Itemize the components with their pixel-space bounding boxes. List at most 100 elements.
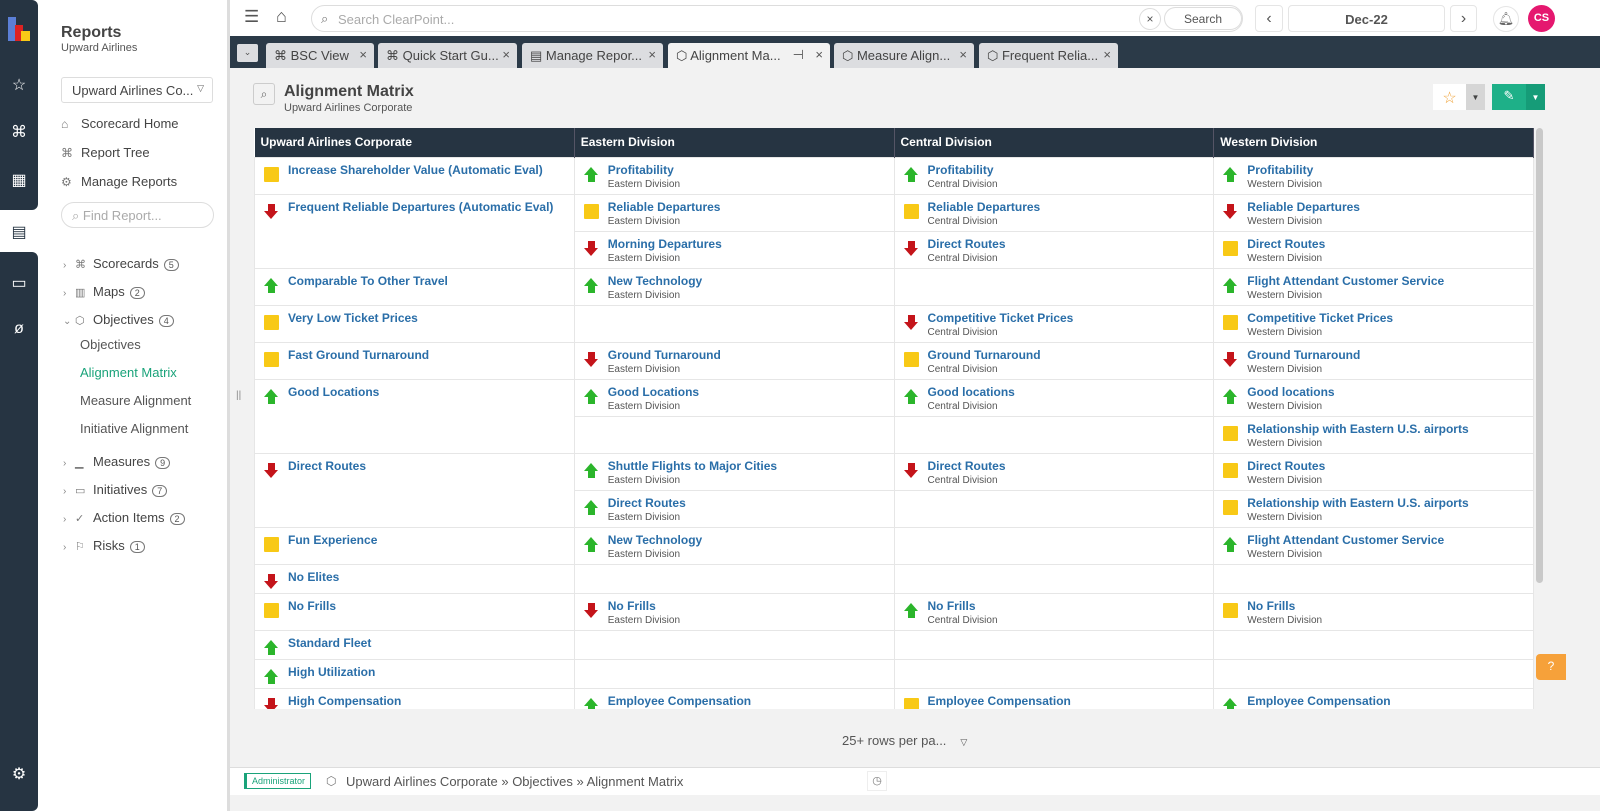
table-icon[interactable]: ▤ [11,224,27,241]
close-icon[interactable]: × [359,47,367,62]
element-link[interactable]: Direct Routes [1247,458,1326,473]
element-link[interactable]: No Frills [1247,598,1296,613]
find-report-input[interactable]: ⌕ Find Report... [61,202,214,228]
element-link[interactable]: Standard Fleet [288,635,372,650]
element-link[interactable]: Employee Compensation [1247,693,1391,708]
tree-maps[interactable]: › ▥ Maps 2 [63,284,145,299]
favorite-button[interactable]: ☆ [1433,84,1466,110]
history-icon[interactable]: ◷ [867,771,887,791]
element-link[interactable]: High Utilization [288,664,376,679]
element-link[interactable]: Good locations [927,384,1015,399]
scorecard-select[interactable]: Upward Airlines Co... ▽ [61,77,213,103]
period-selector[interactable]: Dec-22 [1288,5,1445,32]
nav-scorecard-home[interactable]: ⌂ Scorecard Home [61,116,179,131]
archive-icon[interactable]: ▭ [11,275,27,292]
tree-scorecards[interactable]: › ⌘ Scorecards 5 [63,256,179,271]
element-link[interactable]: Fast Ground Turnaround [288,347,430,362]
close-icon[interactable]: × [959,47,967,62]
element-link[interactable]: Comparable To Other Travel [288,273,448,288]
tree-action-items[interactable]: › ✓ Action Items 2 [63,510,185,525]
element-link[interactable]: Relationship with Eastern U.S. airports [1247,495,1469,510]
clearpoint-logo[interactable] [8,15,32,45]
element-link[interactable]: Employee Compensation [607,693,752,708]
tab-quick-start[interactable]: ⌘ Quick Start Gu... × [378,43,517,68]
gear-icon[interactable]: ⚙ [11,766,27,783]
element-link[interactable]: Frequent Reliable Departures (Automatic … [288,199,554,214]
nav-report-tree[interactable]: ⌘ Report Tree [61,145,150,160]
close-icon[interactable]: × [815,47,823,62]
tab-manage-reports[interactable]: ▤ Manage Repor... × [522,43,663,68]
boxes-icon[interactable]: ▦ [11,172,27,189]
breadcrumb[interactable]: Upward Airlines Corporate » Objectives »… [346,774,684,789]
prev-period-button[interactable]: ‹ [1255,5,1283,32]
element-link[interactable]: Profitability [927,162,994,177]
element-link[interactable]: Reliable Departures [607,199,721,214]
element-link[interactable]: Employee Compensation [927,693,1071,708]
element-link[interactable]: Reliable Departures [927,199,1041,214]
element-link[interactable]: Competitive Ticket Prices [927,310,1074,325]
element-link[interactable]: Good Locations [288,384,380,399]
element-link[interactable]: New Technology [607,273,703,288]
tree-risks[interactable]: › ⚐ Risks 1 [63,538,145,553]
tab-measure-alignment[interactable]: ⬡ Measure Align... × [834,43,974,68]
report-objectives[interactable]: Objectives [80,337,141,352]
tab-alignment-matrix[interactable]: ⬡ Alignment Ma... ⊣ × [668,43,830,68]
element-link[interactable]: Direct Routes [1247,236,1326,251]
edit-dropdown[interactable]: ▼ [1526,84,1545,110]
element-link[interactable]: Shuttle Flights to Major Cities [607,458,778,473]
tab-frequent-reliable[interactable]: ⬡ Frequent Relia... × [979,43,1118,68]
page-search-button[interactable]: ⌕ [253,83,275,105]
element-link[interactable]: New Technology [607,532,703,547]
element-link[interactable]: Ground Turnaround [607,347,721,362]
element-link[interactable]: Increase Shareholder Value (Automatic Ev… [288,162,543,177]
element-link[interactable]: Good Locations [607,384,700,399]
bell-icon[interactable]: 🔔︎ [1493,6,1519,32]
help-button[interactable]: ? [1536,654,1566,680]
menu-icon[interactable]: ☰ [244,7,260,26]
element-link[interactable]: Profitability [607,162,674,177]
tree-initiatives[interactable]: › ▭ Initiatives 7 [63,482,168,497]
search-input[interactable]: ⌕ Search ClearPoint... [311,5,1243,32]
scorecard-tree-icon[interactable]: ⌘ [11,124,27,141]
tabs-dropdown-button[interactable]: ⌄ [237,44,258,62]
close-icon[interactable]: × [648,47,656,62]
integration-icon[interactable]: ø [14,320,24,337]
table-scrollbar[interactable] [1536,128,1543,583]
element-link[interactable]: No Frills [607,598,656,613]
clear-search-button[interactable]: × [1139,8,1161,30]
element-link[interactable]: Direct Routes [927,236,1006,251]
element-link[interactable]: Very Low Ticket Prices [288,310,418,325]
element-link[interactable]: Reliable Departures [1247,199,1360,214]
favorite-dropdown[interactable]: ▼ [1466,84,1485,110]
edit-button[interactable]: ✎ [1492,84,1526,110]
report-measure-alignment[interactable]: Measure Alignment [80,393,192,408]
element-link[interactable]: Good locations [1247,384,1335,399]
element-link[interactable]: Flight Attendant Customer Service [1247,532,1445,547]
tab-bsc-view[interactable]: ⌘ BSC View × [266,43,374,68]
element-link[interactable]: Ground Turnaround [1247,347,1361,362]
element-link[interactable]: Ground Turnaround [927,347,1041,362]
element-link[interactable]: Relationship with Eastern U.S. airports [1247,421,1469,436]
tree-objectives[interactable]: ⌄ ⬡ Objectives 4 [63,312,174,327]
nav-manage-reports[interactable]: ⚙ Manage Reports [61,174,177,189]
avatar[interactable]: CS [1528,5,1555,32]
element-link[interactable]: Direct Routes [927,458,1006,473]
element-link[interactable]: Fun Experience [288,532,378,547]
element-link[interactable]: Direct Routes [607,495,686,510]
close-icon[interactable]: × [502,47,510,62]
element-link[interactable]: No Frills [288,598,337,613]
element-link[interactable]: No Elites [288,569,340,584]
report-initiative-alignment[interactable]: Initiative Alignment [80,421,189,436]
rows-per-page-select[interactable]: 25+ rows per pa... ▽ [842,733,967,748]
element-link[interactable]: Profitability [1247,162,1314,177]
pin-icon[interactable]: ⊣ [792,47,804,62]
element-link[interactable]: Direct Routes [288,458,367,473]
next-period-button[interactable]: › [1450,5,1477,32]
element-link[interactable]: High Compensation [288,693,402,708]
element-link[interactable]: Competitive Ticket Prices [1247,310,1394,325]
close-icon[interactable]: × [1103,47,1111,62]
home-icon[interactable]: ⌂ [276,6,287,26]
sidebar-resize-handle[interactable]: || [236,390,242,401]
element-link[interactable]: Morning Departures [607,236,722,251]
report-alignment-matrix[interactable]: Alignment Matrix [80,365,177,380]
